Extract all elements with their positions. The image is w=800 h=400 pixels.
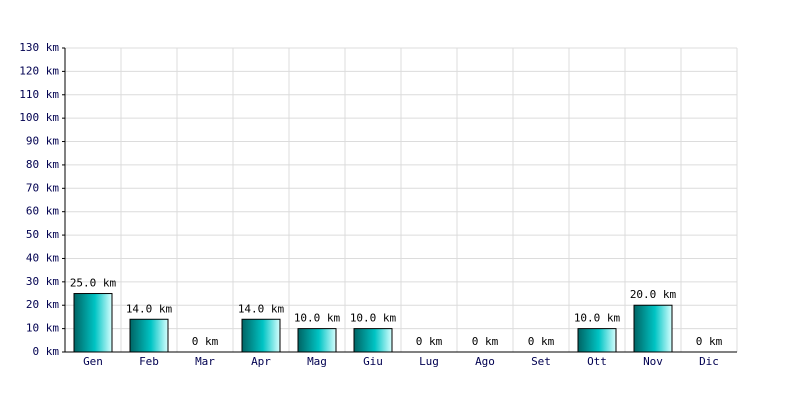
- value-label: 0 km: [192, 335, 219, 348]
- y-tick-label: 130 km: [19, 41, 59, 54]
- value-label: 10.0 km: [574, 312, 621, 325]
- x-tick-label: Ago: [475, 355, 495, 368]
- y-tick-label: 30 km: [26, 275, 59, 288]
- value-label: 14.0 km: [126, 302, 173, 315]
- y-tick-label: 10 km: [26, 322, 59, 335]
- x-tick-label: Feb: [139, 355, 159, 368]
- value-label: 14.0 km: [238, 302, 285, 315]
- value-label: 20.0 km: [630, 288, 677, 301]
- y-tick-label: 20 km: [26, 298, 59, 311]
- x-tick-label: Mag: [307, 355, 327, 368]
- value-label: 25.0 km: [70, 277, 117, 290]
- x-tick-label: Lug: [419, 355, 439, 368]
- value-label: 10.0 km: [350, 312, 397, 325]
- x-tick-label: Gen: [83, 355, 103, 368]
- bar: [577, 328, 617, 353]
- x-tick-label: Apr: [251, 355, 271, 368]
- x-tick-label: Nov: [643, 355, 663, 368]
- y-tick-label: 120 km: [19, 64, 59, 77]
- y-tick-label: 0 km: [33, 345, 60, 358]
- value-label: 0 km: [416, 335, 443, 348]
- y-tick-label: 110 km: [19, 88, 59, 101]
- y-tick-label: 50 km: [26, 228, 59, 241]
- value-label: 0 km: [472, 335, 499, 348]
- value-label: 10.0 km: [294, 312, 341, 325]
- bar: [353, 328, 393, 353]
- x-tick-label: Dic: [699, 355, 719, 368]
- bar: [73, 293, 113, 353]
- x-tick-label: Giu: [363, 355, 383, 368]
- y-tick-label: 80 km: [26, 158, 59, 171]
- bar: [297, 328, 337, 353]
- y-tick-label: 70 km: [26, 181, 59, 194]
- y-tick-label: 100 km: [19, 111, 59, 124]
- value-label: 0 km: [528, 335, 555, 348]
- y-tick-label: 60 km: [26, 205, 59, 218]
- bar: [241, 318, 281, 353]
- x-tick-label: Set: [531, 355, 551, 368]
- bar: [129, 318, 169, 353]
- x-tick-label: Mar: [195, 355, 215, 368]
- bar: [633, 304, 673, 353]
- y-tick-label: 90 km: [26, 135, 59, 148]
- y-tick-label: 40 km: [26, 251, 59, 264]
- value-label: 0 km: [696, 335, 723, 348]
- x-tick-label: Ott: [587, 355, 607, 368]
